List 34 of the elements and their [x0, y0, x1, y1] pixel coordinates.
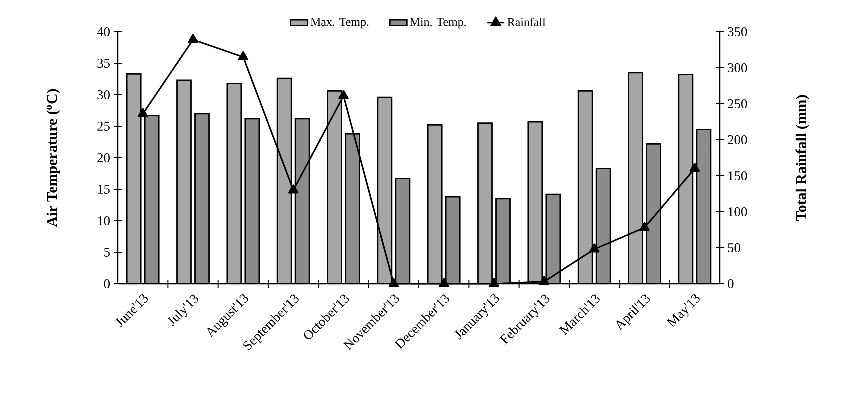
y2-tick-label: 350: [728, 27, 748, 37]
y-axis-title: Air Temperature ($^{o}$C): [46, 89, 60, 228]
point: [640, 222, 650, 232]
y2-tick-label: 50: [728, 243, 740, 253]
y2-tick-label: 250: [728, 99, 748, 109]
y2-tick-label: 0: [728, 279, 734, 289]
legend-label: Rainfall: [508, 18, 546, 26]
y2-tick-label: 200: [728, 135, 748, 145]
point: [338, 90, 349, 100]
y2-tick-label: 150: [728, 171, 748, 181]
y-tick-label: 15: [98, 185, 110, 194]
y-tick-label: 35: [98, 58, 110, 68]
point: [238, 51, 249, 60]
point: [690, 163, 700, 172]
point: [188, 34, 198, 44]
y-tick-label: 25: [98, 122, 110, 132]
legend-label: Max. Temp.: [310, 18, 369, 29]
point: [539, 276, 550, 286]
point: [138, 108, 148, 118]
y-tick-label: 20: [98, 153, 110, 163]
y-tick-label: 10: [98, 216, 110, 226]
point: [589, 244, 600, 253]
y-tick-label: 5: [104, 248, 110, 257]
point: [288, 184, 299, 194]
y2-tick-label: 300: [728, 63, 748, 73]
point: [438, 278, 450, 288]
y-tick-label: 40: [97, 27, 110, 37]
y2-tick-label: 100: [728, 207, 748, 217]
y-tick-label: 30: [98, 90, 110, 100]
y-tick-label: 0: [104, 279, 110, 289]
legend-label: Min. Temp.: [410, 18, 466, 29]
point: [489, 278, 500, 288]
point: [388, 278, 400, 288]
y2-axis-title: Total Rainfall (mm): [796, 95, 810, 221]
